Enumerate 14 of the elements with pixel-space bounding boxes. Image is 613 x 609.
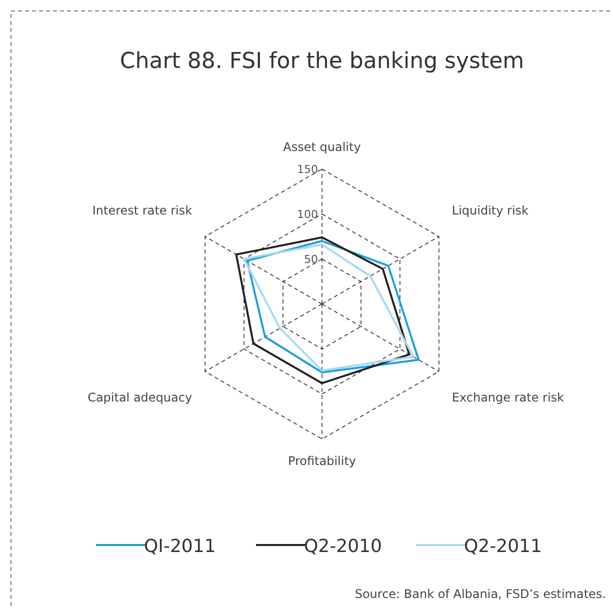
y-tick-label: 150 — [297, 163, 318, 176]
spoke-label: Capital adequacy — [88, 390, 192, 404]
y-tick-label: 50 — [304, 253, 318, 266]
y-tick-label: 100 — [297, 208, 318, 221]
chart-title: Chart 88. FSI for the banking system — [120, 49, 524, 74]
spoke-label: Interest rate risk — [92, 204, 192, 218]
legend-label: Q2-2010 — [304, 536, 382, 557]
spoke-label: Liquidity risk — [452, 204, 529, 218]
spoke-label: Exchange rate risk — [452, 390, 564, 404]
source-note: Source: Bank of Albania, FSD’s estimates. — [354, 587, 606, 601]
legend-label: QI-2011 — [144, 536, 216, 557]
spoke-label: Asset quality — [283, 140, 361, 154]
spoke-label: Profitability — [288, 454, 356, 468]
legend-label: Q2-2011 — [464, 536, 542, 557]
